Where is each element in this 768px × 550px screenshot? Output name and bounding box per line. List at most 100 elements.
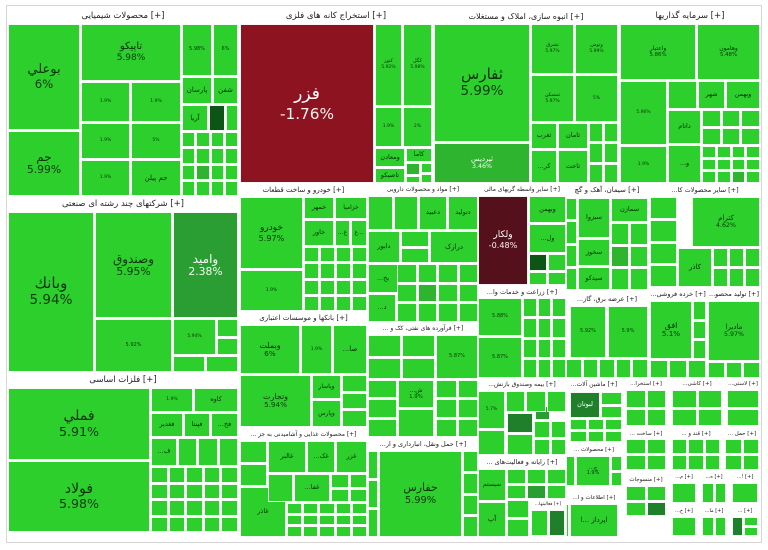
tile-micro[interactable] bbox=[287, 503, 303, 514]
sector-header-retail[interactable]: ...خرده فروشی [+] bbox=[650, 287, 706, 301]
tile-micro[interactable] bbox=[397, 303, 417, 322]
tile-اپرداز ...ا[interactable]: اپرداز ...ا bbox=[570, 504, 618, 537]
tile-micro[interactable] bbox=[672, 455, 688, 470]
tile-دابور[interactable]: دابور bbox=[368, 231, 400, 263]
sector-header-kashi[interactable]: ...کاشی [+] bbox=[670, 378, 724, 390]
tile-micro[interactable] bbox=[626, 486, 646, 501]
tile-micro[interactable] bbox=[368, 418, 397, 437]
tile-ولکار[interactable]: ولکار -0.48% bbox=[478, 196, 528, 285]
tile-جم[interactable]: جم 5.99% bbox=[8, 131, 80, 196]
tile-درازک[interactable]: درازک bbox=[430, 231, 478, 263]
tile-power-small[interactable]: 5.92% bbox=[570, 306, 606, 358]
tile-بوعلي[interactable]: بوعلي 6% bbox=[8, 24, 80, 130]
tile-وتجارت[interactable]: وتجارت 5.94% bbox=[240, 375, 311, 427]
sector-header-haml2[interactable]: ... حمل [+] bbox=[724, 428, 760, 439]
tile-ویاسار[interactable]: ویاسار bbox=[312, 375, 341, 399]
tile-...فخ[interactable]: ...فخ bbox=[211, 413, 238, 437]
tile-micro[interactable] bbox=[203, 467, 221, 483]
tile-micro[interactable] bbox=[650, 242, 677, 265]
tile-micro[interactable] bbox=[604, 123, 618, 143]
tile-micro[interactable] bbox=[566, 221, 577, 244]
tile-micro[interactable] bbox=[646, 486, 666, 501]
tile-micro[interactable] bbox=[303, 526, 319, 537]
tile-micro[interactable] bbox=[168, 500, 186, 516]
sector-header-machinery[interactable]: ...ماشین آلات [+] bbox=[566, 378, 622, 390]
tile-micro[interactable] bbox=[727, 390, 759, 408]
sector-header-pharma[interactable]: مواد و محصولات دارویی [+] bbox=[368, 183, 478, 196]
tile-micro[interactable] bbox=[186, 500, 203, 516]
tile-micro[interactable] bbox=[352, 295, 367, 311]
tile-تاصیکو[interactable]: تاصیکو bbox=[375, 168, 405, 183]
tile-micro[interactable] bbox=[601, 392, 622, 405]
tile-...و[interactable]: ...و bbox=[668, 145, 701, 183]
tile-micro[interactable] bbox=[731, 158, 746, 171]
tile-micro[interactable] bbox=[566, 267, 577, 290]
tile-micro[interactable] bbox=[368, 451, 378, 479]
tile-micro[interactable] bbox=[303, 503, 319, 514]
tile-micro[interactable] bbox=[611, 223, 629, 245]
sector-header-foods[interactable]: ... محصولات غذایی و آشامیدنی به جز [+] bbox=[240, 427, 367, 441]
tile-افق[interactable]: افق 5.1% bbox=[650, 301, 692, 359]
tile-micro[interactable] bbox=[210, 148, 224, 164]
tile-سیستم[interactable]: سیستم bbox=[478, 469, 506, 501]
tile-micro[interactable] bbox=[221, 500, 238, 516]
tile-micro[interactable] bbox=[589, 143, 603, 163]
tile-micro[interactable] bbox=[702, 110, 721, 127]
tile-micro[interactable] bbox=[632, 359, 648, 378]
tile-کگل[interactable]: کگل 5.98% bbox=[403, 24, 432, 106]
tile-...بخ[interactable]: ...بخ bbox=[368, 264, 398, 293]
tile-micro[interactable] bbox=[725, 362, 743, 378]
tile-micro[interactable] bbox=[702, 517, 714, 536]
tile-micro[interactable] bbox=[335, 514, 351, 526]
tile-micro[interactable] bbox=[397, 264, 417, 283]
tile-insurance-small[interactable] bbox=[507, 413, 533, 433]
tile-micro[interactable] bbox=[210, 132, 224, 148]
tile-micro[interactable] bbox=[507, 469, 526, 484]
sector-header-production[interactable]: ...تولید محصو [+] bbox=[708, 287, 760, 301]
tile-micro[interactable] bbox=[349, 474, 367, 488]
tile-micro[interactable] bbox=[534, 438, 550, 455]
tile-کاوه[interactable]: کاوه bbox=[194, 388, 238, 412]
tile-micro[interactable] bbox=[303, 514, 319, 526]
tile-micro[interactable] bbox=[626, 455, 646, 470]
tile-micro[interactable] bbox=[438, 283, 458, 303]
sector-header-banks[interactable]: بانکها و موسسات اعتباری [+] bbox=[240, 311, 367, 325]
tile-micro[interactable] bbox=[672, 483, 696, 503]
tile-micro[interactable] bbox=[182, 164, 196, 180]
tile-micro[interactable] bbox=[531, 510, 548, 536]
tile-micro[interactable] bbox=[672, 439, 688, 454]
tile-سبزوا[interactable]: سبزوا bbox=[578, 198, 610, 238]
tile-mini-x-small[interactable] bbox=[732, 517, 743, 536]
tile-کاذر[interactable]: کاذر bbox=[678, 248, 712, 287]
tile-micro[interactable] bbox=[746, 146, 760, 158]
tile-micro[interactable] bbox=[203, 483, 221, 499]
sector-header-multi[interactable]: شرکتهای چند رشته ای صنعتی [+] bbox=[8, 196, 238, 212]
tile-خمهر[interactable]: خمهر bbox=[304, 197, 334, 219]
tile-micro[interactable] bbox=[319, 503, 335, 514]
tile-micro[interactable] bbox=[421, 173, 432, 183]
tile-micro[interactable] bbox=[688, 439, 704, 454]
tile-chemicals-small[interactable]: 5% bbox=[131, 123, 181, 159]
tile-micro[interactable] bbox=[646, 408, 666, 426]
sector-header-mini-kh[interactable]: ...خ [+] bbox=[670, 506, 698, 516]
tile-micro[interactable] bbox=[417, 303, 437, 322]
sector-header-mahsulat2[interactable]: ... محصولات [+] bbox=[566, 444, 622, 455]
tile-micro[interactable] bbox=[224, 164, 238, 180]
tile-micro[interactable] bbox=[351, 514, 367, 526]
tile-micro[interactable] bbox=[704, 455, 720, 470]
tile-micro[interactable] bbox=[438, 264, 458, 283]
tile-micro[interactable] bbox=[196, 180, 210, 196]
sector-header-textiles[interactable]: منسوجات [+] bbox=[624, 474, 668, 485]
tile-micro[interactable] bbox=[550, 421, 566, 438]
tile-micro[interactable] bbox=[436, 399, 457, 418]
tile-...غفا[interactable]: ...غفا bbox=[294, 474, 330, 502]
tile-فپنتا[interactable]: فپنتا bbox=[184, 413, 210, 437]
tile-micro[interactable] bbox=[626, 390, 646, 408]
tile-micro[interactable] bbox=[186, 483, 203, 499]
tile-micro[interactable] bbox=[714, 483, 726, 503]
tile-micro[interactable] bbox=[605, 419, 622, 430]
tile-ثفارس[interactable]: ثفارس 5.99% bbox=[434, 24, 530, 142]
tile-وبانك[interactable]: وبانك 5.94% bbox=[8, 212, 94, 372]
tile-micro[interactable] bbox=[746, 171, 760, 183]
tile-micro[interactable] bbox=[599, 359, 615, 378]
